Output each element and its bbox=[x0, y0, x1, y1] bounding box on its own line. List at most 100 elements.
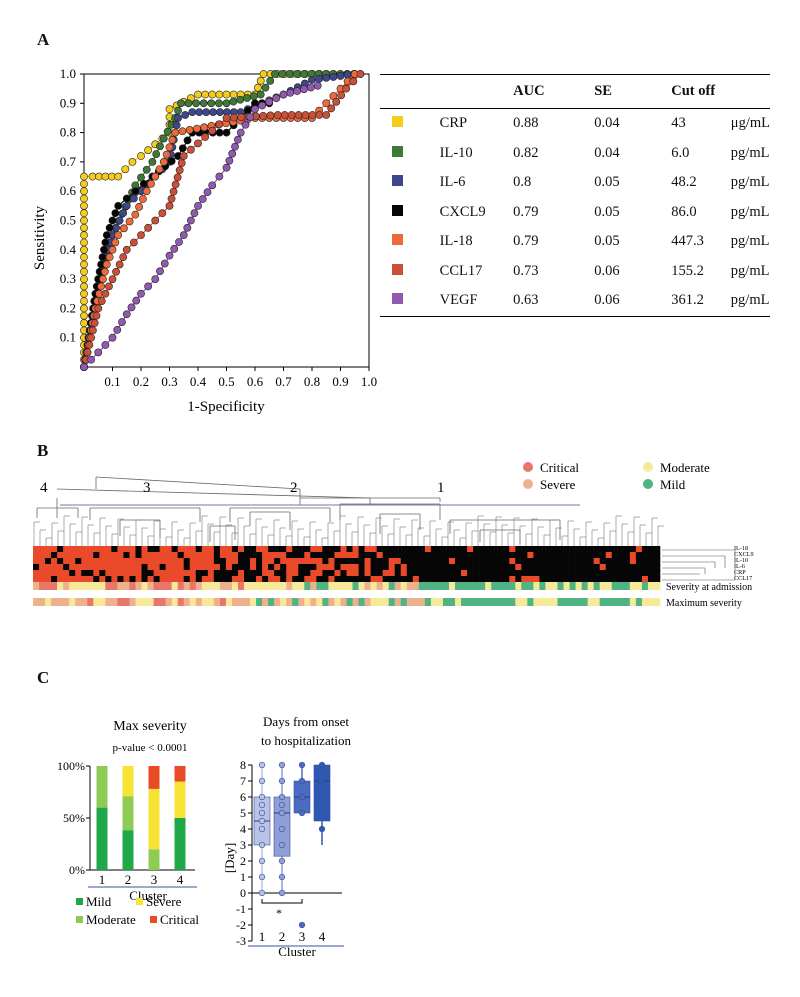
heatmap-cell bbox=[503, 564, 510, 571]
heatmap-cell bbox=[599, 564, 607, 571]
table-cell-unit: pg/mL bbox=[730, 144, 770, 161]
heatmap-cell bbox=[521, 552, 528, 559]
heatmap-cell bbox=[129, 546, 136, 553]
heatmap-cell bbox=[394, 564, 402, 571]
heatmap-cell bbox=[153, 552, 160, 559]
heatmap-cell bbox=[575, 570, 582, 577]
heatmap-cell bbox=[153, 558, 160, 565]
heatmap-cell bbox=[394, 576, 402, 583]
heatmap-cell bbox=[599, 576, 607, 583]
heatmap-cell bbox=[370, 552, 377, 559]
heatmap-cell bbox=[340, 552, 347, 559]
heatmap-cell bbox=[605, 576, 613, 583]
roc-point-IL-6 bbox=[195, 108, 204, 116]
heatmap-cell bbox=[286, 564, 293, 571]
heatmap-cell bbox=[352, 558, 359, 565]
table-header-swatch bbox=[380, 75, 420, 109]
heatmap-cell bbox=[147, 576, 154, 583]
heatmap-cell bbox=[400, 552, 408, 559]
roc-point-CRP bbox=[80, 267, 88, 276]
heatmap-cell bbox=[189, 552, 197, 559]
heatmap-cell bbox=[244, 570, 251, 577]
heatmap-cell bbox=[485, 576, 492, 583]
ms-x-tick-label: 3 bbox=[151, 872, 158, 887]
legend-swatch bbox=[392, 116, 403, 128]
roc-point-VEGF bbox=[165, 251, 174, 260]
days-y-tick-label: 5 bbox=[240, 806, 246, 820]
heatmap-cell bbox=[250, 546, 257, 553]
severity-cell bbox=[479, 598, 486, 606]
severity-cell bbox=[183, 598, 191, 606]
days-y-tick-label: 3 bbox=[240, 838, 246, 852]
days-y-tick-label: 4 bbox=[240, 822, 246, 836]
roc-point-CRP bbox=[215, 90, 224, 99]
days-point bbox=[278, 825, 286, 833]
heatmap-cell bbox=[262, 558, 269, 565]
heatmap-cell bbox=[527, 546, 534, 553]
roc-point-CRP bbox=[80, 304, 88, 313]
roc-point-VEGF bbox=[170, 244, 179, 253]
heatmap-cell bbox=[617, 570, 625, 577]
severity-cell bbox=[515, 582, 522, 590]
heatmap-row-label: CCL17 bbox=[734, 575, 752, 582]
severity-cell bbox=[286, 582, 293, 590]
heatmap-cell bbox=[467, 576, 474, 583]
heatmap-cell bbox=[286, 546, 293, 553]
heatmap-cell bbox=[587, 546, 594, 553]
heatmap-cell bbox=[653, 570, 661, 577]
roc-x-tick-label: 0.2 bbox=[133, 374, 149, 389]
heatmap-cell bbox=[653, 552, 661, 559]
heatmap-cell bbox=[406, 576, 414, 583]
severity-cell bbox=[352, 598, 359, 606]
roc-point-CCL17 bbox=[259, 111, 268, 120]
heatmap-cell bbox=[497, 552, 504, 559]
roc-point-CCL17 bbox=[115, 260, 124, 269]
heatmap-cell bbox=[647, 558, 655, 565]
days-point bbox=[258, 777, 266, 785]
severity-cell bbox=[605, 598, 613, 606]
severity-cell bbox=[45, 598, 52, 606]
roc-point-IL-6 bbox=[329, 73, 338, 81]
roc-point-IL-18 bbox=[147, 179, 155, 188]
severity-cell bbox=[183, 582, 191, 590]
heatmap-cell bbox=[533, 552, 540, 559]
heatmap-cell bbox=[310, 552, 317, 559]
heatmap-cell bbox=[171, 576, 178, 583]
heatmap-cell bbox=[418, 558, 426, 565]
roc-x-tick-label: 1.0 bbox=[361, 374, 377, 389]
ms-bar-mild bbox=[122, 830, 134, 870]
roc-x-tick-label: 0.8 bbox=[304, 374, 320, 389]
heatmap-cell bbox=[497, 558, 504, 565]
max-severity-pvalue: p-value < 0.0001 bbox=[113, 742, 188, 754]
heatmap-cell bbox=[45, 564, 52, 571]
legend-label-mild: Mild bbox=[660, 477, 686, 492]
heatmap-cell bbox=[328, 552, 335, 559]
days-boxplot: Days from onset to hospitalization 8 7 6 5 4… bbox=[222, 714, 351, 959]
heatmap-cell bbox=[286, 576, 293, 583]
heatmap-cell bbox=[605, 558, 613, 565]
severity-cell bbox=[623, 582, 631, 590]
roc-point-CRP bbox=[80, 201, 88, 210]
heatmap-cell bbox=[141, 558, 148, 565]
heatmap-cell bbox=[237, 564, 245, 571]
heatmap-cell bbox=[219, 570, 227, 577]
roc-point-VEGF bbox=[198, 195, 207, 203]
heatmap-cell bbox=[225, 546, 233, 553]
roc-point-CRP bbox=[80, 179, 88, 188]
severity-cell bbox=[213, 598, 221, 606]
heatmap-cell bbox=[123, 564, 130, 571]
heatmap-cell bbox=[418, 570, 426, 577]
heatmap-cell bbox=[515, 576, 522, 583]
table-cell-se: 0.05 bbox=[594, 203, 620, 220]
roc-point-CCL17 bbox=[280, 111, 289, 119]
heatmap-cell bbox=[256, 564, 263, 571]
heatmap-cell bbox=[611, 546, 619, 553]
heatmap-cell bbox=[623, 546, 631, 553]
roc-point-CRP bbox=[208, 90, 217, 99]
ms-bar-severe bbox=[122, 766, 134, 797]
days-point bbox=[278, 857, 286, 865]
roc-point-IL-18 bbox=[125, 217, 134, 226]
roc-point-CXCL9 bbox=[222, 128, 231, 137]
table-cell-se: 0.04 bbox=[594, 115, 620, 132]
heatmap-cell bbox=[244, 564, 251, 571]
